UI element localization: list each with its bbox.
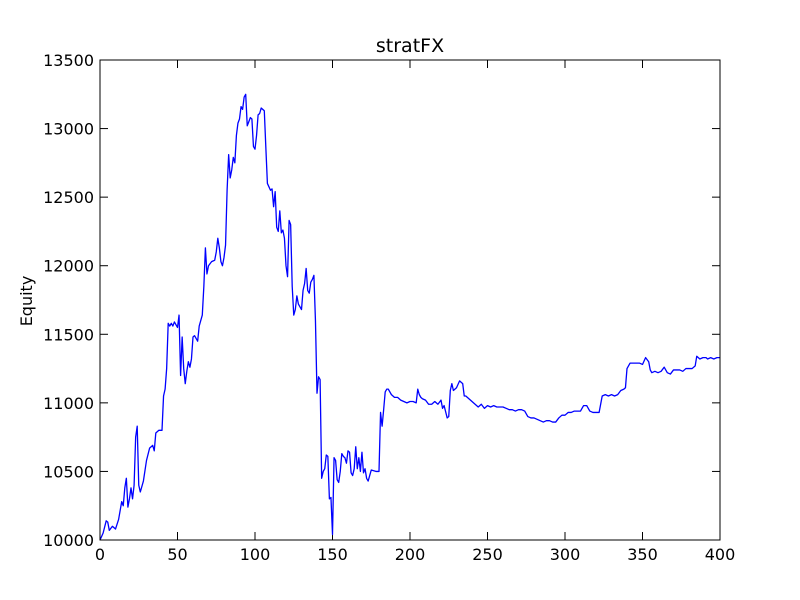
x-tick-label: 50	[167, 545, 187, 564]
y-tick-label: 12000	[43, 257, 94, 276]
y-tick-label: 12500	[43, 188, 94, 207]
y-axis-label: Equity	[17, 276, 36, 327]
x-tick-label: 200	[395, 545, 426, 564]
y-tick-label: 13500	[43, 51, 94, 70]
chart-title: stratFX	[376, 35, 444, 57]
plot-frame	[99, 59, 721, 541]
y-tick-label: 13000	[43, 120, 94, 139]
series-line-0	[99, 93, 720, 541]
x-tick-label: 250	[472, 545, 503, 564]
plot-area: 0 50 100 150 200 250 300 350 400 10000 10500 11000 1…	[43, 51, 735, 564]
x-tick-label: 300	[550, 545, 581, 564]
x-tick-label: 0	[95, 545, 105, 564]
x-tick-label: 150	[317, 545, 348, 564]
y-tick-label: 10000	[43, 531, 94, 550]
x-tick-label: 400	[705, 545, 736, 564]
y-tick-label: 11500	[43, 325, 94, 344]
y-tick-label: 10500	[43, 462, 94, 481]
x-tick-label: 350	[627, 545, 658, 564]
y-tick-label: 11000	[43, 394, 94, 413]
x-tick-label: 100	[240, 545, 271, 564]
